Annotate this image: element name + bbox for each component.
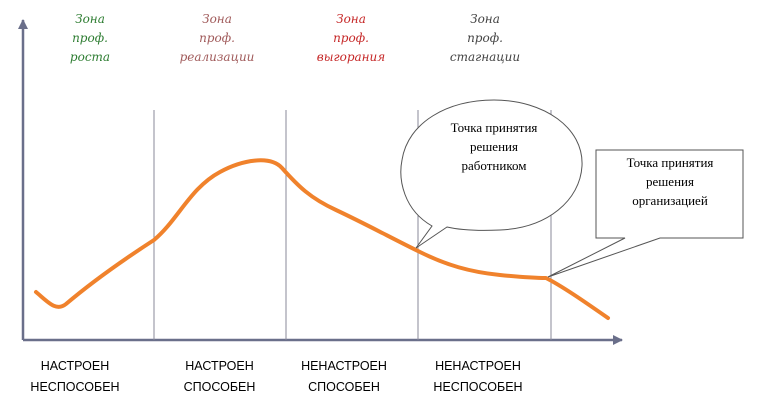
- zone-label-line: реализации: [179, 50, 255, 64]
- zone-label-line: проф.: [333, 31, 369, 45]
- zone-label-realization: Зона проф. реализации: [172, 10, 262, 67]
- employee-callout-text: Точка принятия решения работником: [430, 118, 558, 175]
- zone-label-line: роста: [69, 50, 111, 64]
- state-label-line1: НЕНАСТРОЕН: [435, 359, 521, 373]
- state-label-line1: НАСТРОЕН: [185, 359, 254, 373]
- state-label-2: НАСТРОЕН СПОСОБЕН: [162, 356, 277, 398]
- career-curve: [34, 158, 610, 320]
- state-label-line2: НЕСПОСОБЕН: [433, 380, 523, 394]
- zone-label-burnout: Зона проф. выгорания: [306, 10, 396, 67]
- callout-line: работником: [461, 158, 527, 173]
- organization-callout-text: Точка принятия решения организацией: [600, 153, 740, 210]
- state-label-line2: НЕСПОСОБЕН: [30, 380, 120, 394]
- zone-label-line: Зона: [336, 12, 366, 26]
- zone-label-line: проф.: [467, 31, 503, 45]
- zone-label-line: Зона: [75, 12, 105, 26]
- callout-line: решения: [470, 139, 518, 154]
- zone-label-growth: Зона проф. роста: [58, 10, 122, 67]
- employee-callout-bubble: [400, 99, 583, 249]
- state-label-line1: НЕНАСТРОЕН: [301, 359, 387, 373]
- state-label-1: НАСТРОЕН НЕСПОСОБЕН: [20, 356, 130, 398]
- zone-label-line: проф.: [72, 31, 108, 45]
- callout-line: организацией: [632, 193, 708, 208]
- zone-label-line: Зона: [470, 12, 500, 26]
- zone-label-line: выгорания: [316, 50, 386, 64]
- callout-line: Точка принятия: [626, 155, 714, 170]
- zone-label-stagnation: Зона проф. стагнации: [440, 10, 530, 67]
- organization-callout-box: [547, 149, 744, 278]
- state-label-4: НЕНАСТРОЕН НЕСПОСОБЕН: [418, 356, 538, 398]
- state-label-line2: СПОСОБЕН: [183, 380, 256, 394]
- zone-label-line: Зона: [202, 12, 232, 26]
- callout-line: Точка принятия: [450, 120, 538, 135]
- state-label-line1: НАСТРОЕН: [40, 359, 110, 373]
- state-label-3: НЕНАСТРОЕН СПОСОБЕН: [284, 356, 404, 398]
- zone-label-line: проф.: [199, 31, 235, 45]
- zone-label-line: стагнации: [449, 50, 521, 64]
- state-label-line2: СПОСОБЕН: [308, 380, 380, 394]
- callout-line: решения: [646, 174, 694, 189]
